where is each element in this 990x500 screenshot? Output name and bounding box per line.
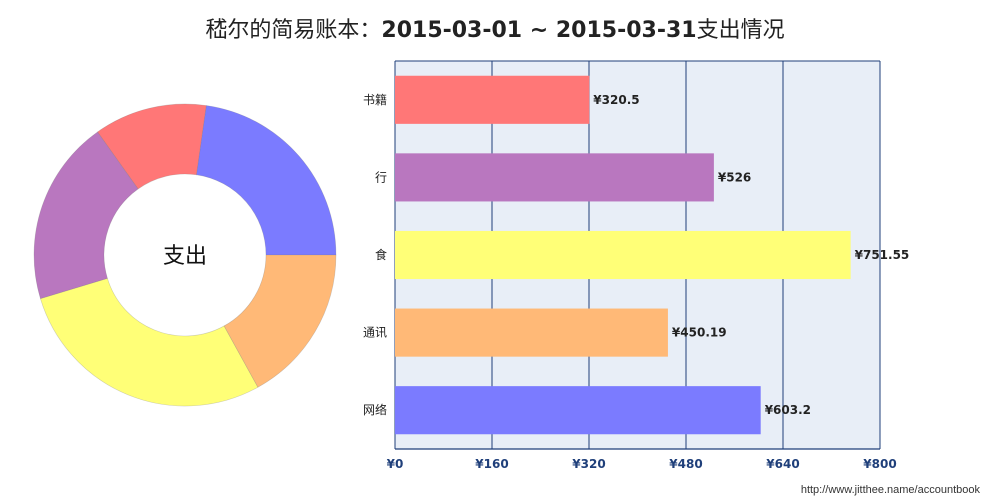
x-tick-label-1: ¥160 — [475, 457, 508, 471]
pie-slice-4 — [223, 254, 337, 388]
bar-3 — [395, 308, 668, 357]
x-tick-label-0: ¥0 — [387, 457, 404, 471]
pie-slice-1 — [97, 103, 207, 190]
bar-1 — [395, 153, 714, 202]
y-tick-label-1: 行 — [375, 170, 387, 184]
data-label-0: ¥320.5 — [593, 93, 639, 107]
data-label-3: ¥450.19 — [672, 326, 727, 340]
x-tick-label-3: ¥480 — [669, 457, 702, 471]
pie-slice-3 — [40, 278, 259, 407]
bar-4 — [395, 386, 761, 435]
title-suffix: 支出情况 — [696, 18, 785, 43]
title-range: 2015-03-01 ~ 2015-03-31 — [381, 18, 697, 43]
data-label-1: ¥526 — [718, 170, 751, 184]
chart-title: 嵇尔的简易账本：2015-03-01 ~ 2015-03-31支出情况 — [0, 12, 990, 44]
x-tick-label-4: ¥640 — [766, 457, 799, 471]
title-prefix: 嵇尔的简易账本： — [205, 18, 382, 43]
x-tick-label-2: ¥320 — [572, 457, 605, 471]
pie-slice-0 — [196, 105, 337, 256]
y-tick-label-4: 网络 — [363, 402, 387, 417]
bar-0 — [395, 75, 590, 124]
data-label-2: ¥751.55 — [855, 248, 910, 262]
pie-center-label: 支出 — [163, 244, 207, 269]
y-tick-label-0: 书籍 — [363, 92, 387, 107]
y-tick-label-2: 食 — [375, 247, 387, 262]
bar-2 — [395, 230, 851, 280]
footer-url[interactable]: http://www.jitthee.name/accountbook — [800, 484, 980, 496]
pie-slice-2 — [33, 131, 139, 300]
data-label-4: ¥603.2 — [765, 403, 811, 417]
y-tick-label-3: 通讯 — [363, 326, 387, 340]
x-tick-label-5: ¥800 — [863, 457, 896, 471]
